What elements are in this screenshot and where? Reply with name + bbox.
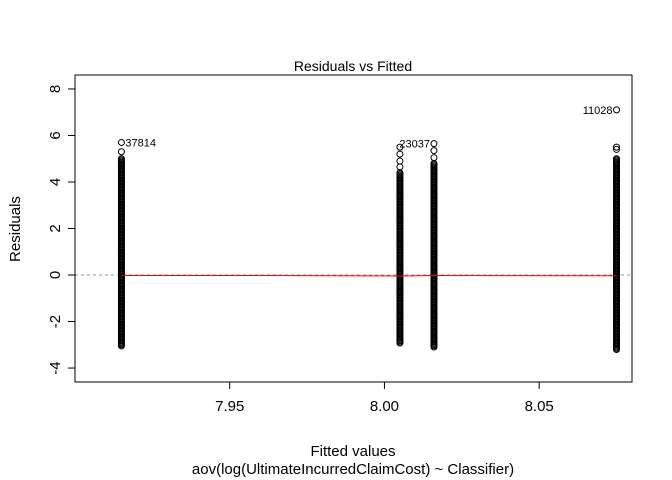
y-tick-label: 0	[47, 271, 64, 279]
point-label: 23037	[399, 139, 430, 151]
outlier-point	[396, 150, 404, 158]
outlier-point	[117, 138, 125, 146]
x-tick-label: 8.05	[525, 398, 554, 415]
chart-title: Residuals vs Fitted	[294, 58, 412, 74]
y-tick-label: 4	[47, 178, 64, 186]
outlier-point	[430, 140, 438, 148]
outlier-point	[396, 163, 404, 171]
outlier-point	[117, 148, 125, 156]
point-label: 37814	[125, 137, 156, 149]
outlier-point	[396, 143, 404, 151]
point-labels: 37814 23037 11028	[125, 105, 612, 151]
y-tick-label: 6	[47, 131, 64, 139]
data-point	[613, 346, 621, 354]
outlier-point	[613, 106, 621, 114]
point-group	[430, 140, 438, 351]
x-tick-label: 7.95	[215, 398, 244, 415]
outlier-point	[613, 145, 621, 153]
y-axis-label: Residuals	[7, 196, 24, 262]
x-axis: 7.95 8.00 8.05	[215, 381, 554, 415]
data-point	[430, 343, 438, 351]
x-axis-subtitle: aov(log(UltimateIncurredClaimCost) ~ Cla…	[192, 461, 514, 478]
outlier-point	[396, 157, 404, 165]
outlier-point	[430, 147, 438, 155]
data-points	[117, 106, 621, 354]
y-tick-label: 8	[47, 85, 64, 93]
y-axis: -4 -2 0 2 4 6 8	[47, 85, 76, 375]
data-point	[117, 342, 125, 350]
outlier-point	[613, 143, 621, 151]
point-group	[613, 106, 621, 354]
outlier-point	[430, 154, 438, 162]
data-point	[396, 339, 404, 347]
plot-frame	[74, 74, 633, 383]
point-label: 11028	[583, 105, 613, 117]
point-group	[117, 138, 125, 350]
y-tick-label: 2	[47, 224, 64, 232]
y-tick-label: -4	[47, 361, 64, 374]
x-tick-label: 8.00	[370, 398, 399, 415]
x-axis-label: Fitted values	[310, 443, 395, 460]
y-tick-label: -2	[47, 315, 64, 328]
point-group	[396, 143, 404, 347]
